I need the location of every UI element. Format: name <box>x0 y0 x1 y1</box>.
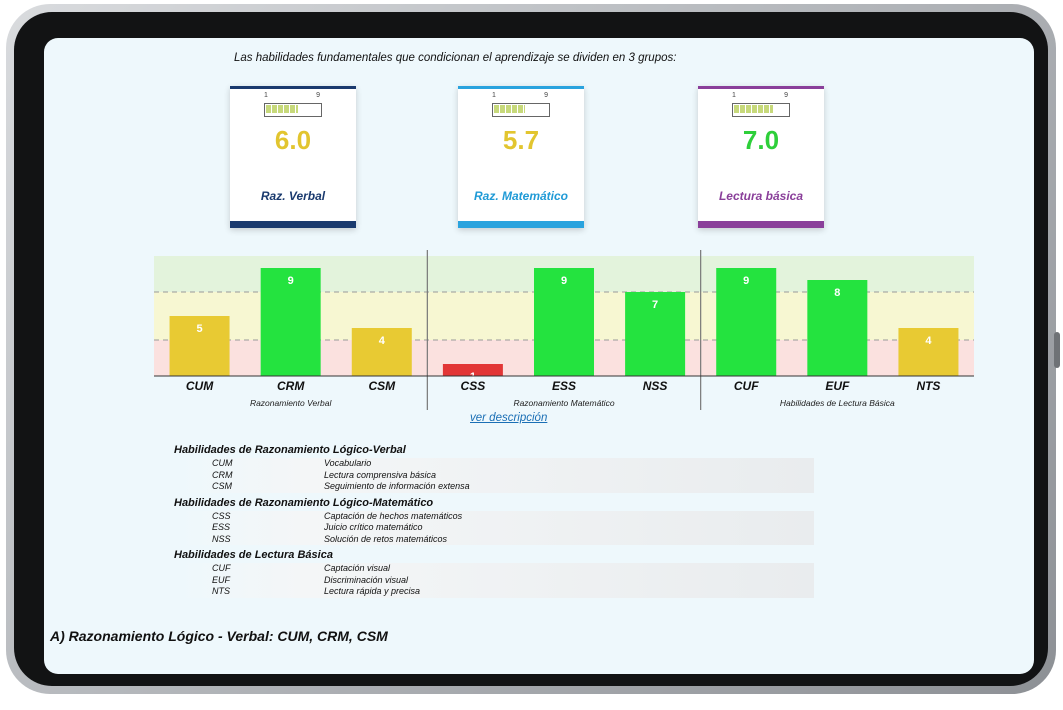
app-screen: Las habilidades fundamentales que condic… <box>44 38 1034 674</box>
bar-value-label: 4 <box>925 335 932 347</box>
gauge-min: 1 <box>264 92 268 99</box>
bar-value-label: 9 <box>561 275 567 287</box>
legend-desc: Discriminación visual <box>324 574 409 585</box>
skills-bar-chart: 5 CUM 9 CRM 4 CSM Razonamiento Verbal 1 CSS 9 ESS 7… <box>154 250 974 412</box>
score-value: 7.0 <box>742 125 780 155</box>
legend-desc: Lectura comprensiva básica <box>324 469 437 480</box>
gauge-max: 9 <box>316 92 320 99</box>
tablet-bezel: Las habilidades fundamentales que condic… <box>14 12 1048 686</box>
bar-value-label: 1 <box>470 371 476 383</box>
gauge-min: 1 <box>492 92 496 99</box>
score-card-reading: 1 9 7.0 Lectura básica <box>698 86 824 228</box>
score-value: 6.0 <box>274 125 312 155</box>
legend-row: CSM Seguimiento de información extensa <box>174 481 814 493</box>
bar-value-label: 7 <box>652 299 658 311</box>
gauge-max: 9 <box>784 92 788 99</box>
bar-NTS <box>898 328 959 376</box>
category-label: ESS <box>552 379 576 393</box>
category-label: NSS <box>643 379 668 393</box>
legend-row: ESS Juicio crítico matemático <box>174 522 814 534</box>
group-label: Razonamiento Matemático <box>513 398 614 408</box>
ver-descripcion-link[interactable]: ver descripción <box>470 412 548 424</box>
gauge-fill <box>494 105 525 113</box>
section-title: A) Razonamiento Lógico - Verbal: CUM, CR… <box>50 628 388 644</box>
bar-CSM <box>351 328 412 376</box>
bar-CRM <box>260 268 321 376</box>
gauge-fill <box>266 105 298 113</box>
tablet-device: Las habilidades fundamentales que condic… <box>6 4 1060 694</box>
legend-desc: Juicio crítico matemático <box>324 522 423 532</box>
category-label: NTS <box>916 379 940 393</box>
level-gauge <box>732 103 790 117</box>
legend-desc: Lectura rápida y precisa <box>324 586 421 596</box>
group-label: Habilidades de Lectura Básica <box>780 398 895 408</box>
bar-value-label: 8 <box>834 287 840 299</box>
score-label: Lectura básica <box>718 189 804 203</box>
score-label: Raz. Verbal <box>260 189 326 203</box>
bar-value-label: 9 <box>288 275 294 287</box>
legend-code: CUF <box>212 563 231 573</box>
legend-row: NSS Solución de retos matemáticos <box>174 533 814 545</box>
legend-code: NSS <box>212 533 231 544</box>
score-value: 5.7 <box>502 125 540 155</box>
legend-desc: Solución de retos matemáticos <box>324 533 448 544</box>
bar-value-label: 5 <box>196 323 202 335</box>
bar-CSS <box>442 364 503 376</box>
legend-code: EUF <box>212 574 230 585</box>
bar-value-label: 9 <box>743 275 749 287</box>
category-label: CSM <box>368 379 396 393</box>
category-label: CSS <box>461 379 486 393</box>
legend-heading-verbal: Habilidades de Razonamiento Lógico-Verba… <box>174 444 406 456</box>
score-card-math: 1 9 5.7 Raz. Matemático <box>458 86 584 228</box>
level-gauge <box>264 103 322 117</box>
skills-legend: Habilidades de Razonamiento Lógico-Verba… <box>174 440 814 598</box>
bar-value-label: 4 <box>379 335 386 347</box>
gauge-scale: 1 9 <box>492 92 548 99</box>
category-label: CRM <box>277 379 305 393</box>
intro-text: Las habilidades fundamentales que condic… <box>234 52 677 64</box>
bar-ESS <box>534 268 594 376</box>
category-label: EUF <box>825 379 850 393</box>
category-label: CUF <box>734 379 759 393</box>
legend-row: CRM Lectura comprensiva básica <box>174 469 814 481</box>
legend-heading-reading: Habilidades de Lectura Básica <box>174 549 333 561</box>
gauge-max: 9 <box>544 92 548 99</box>
legend-row: CUF Captación visual <box>174 563 814 575</box>
legend-desc: Captación visual <box>324 563 391 573</box>
gauge-fill <box>734 105 773 113</box>
legend-code: CSS <box>212 510 231 521</box>
gauge-scale: 1 9 <box>264 92 320 99</box>
score-label: Raz. Matemático <box>473 189 569 203</box>
legend-heading-math: Habilidades de Razonamiento Lógico-Matem… <box>174 496 434 509</box>
legend-desc: Seguimiento de información extensa <box>324 481 470 491</box>
bar-CUM <box>169 316 230 376</box>
legend-code: CSM <box>212 481 232 491</box>
legend-desc: Vocabulario <box>324 458 372 468</box>
legend-row: NTS Lectura rápida y precisa <box>174 586 814 598</box>
legend-code: NTS <box>212 586 230 596</box>
group-label: Razonamiento Verbal <box>250 398 333 408</box>
legend-code: CUM <box>212 458 233 468</box>
level-gauge <box>492 103 550 117</box>
legend-desc: Captación de hechos matemáticos <box>324 510 463 521</box>
bar-NSS <box>625 292 686 376</box>
legend-row: CSS Captación de hechos matemáticos <box>174 510 814 522</box>
category-label: CUM <box>186 379 214 393</box>
legend-code: ESS <box>212 522 231 532</box>
bar-EUF <box>807 280 868 376</box>
legend-row: CUM Vocabulario <box>174 458 814 470</box>
bar-CUF <box>716 268 777 376</box>
side-button <box>1054 332 1060 368</box>
gauge-min: 1 <box>732 92 736 99</box>
legend-code: CRM <box>212 469 233 480</box>
gauge-scale: 1 9 <box>732 92 788 99</box>
score-card-verbal: 1 9 6.0 Raz. Verbal <box>230 86 356 228</box>
legend-row: EUF Discriminación visual <box>174 574 814 586</box>
